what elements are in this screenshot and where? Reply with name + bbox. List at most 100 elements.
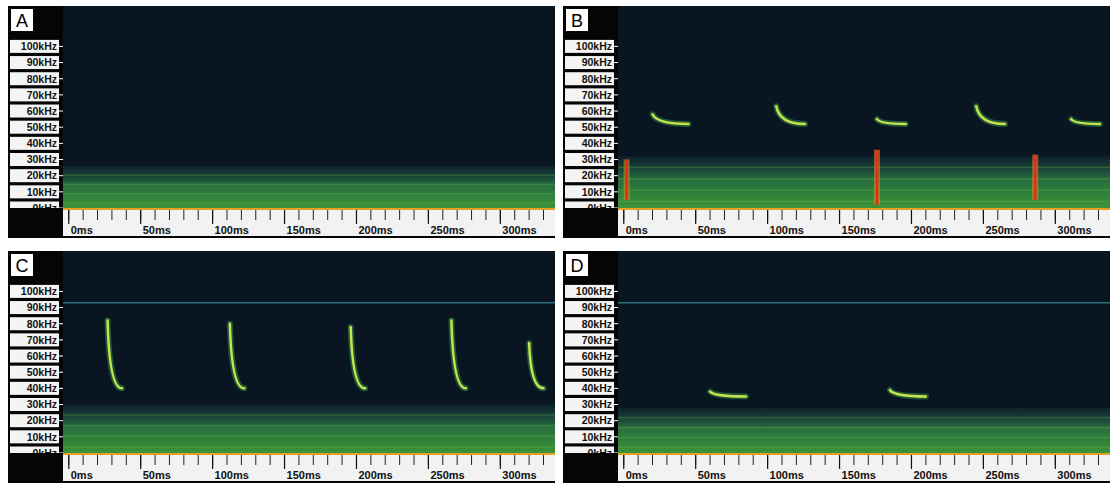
ytick-box (565, 121, 614, 134)
ytick-box (565, 40, 614, 53)
xminor-tick (97, 455, 98, 465)
xaxis-background (8, 208, 555, 238)
ytick-box (10, 333, 59, 346)
xtick (428, 210, 429, 224)
ytick-label: 70kHz (27, 334, 57, 346)
xminor-tick (652, 455, 653, 465)
xminor-tick (385, 455, 386, 465)
xaxis-strip (618, 455, 1110, 481)
xtick (767, 455, 768, 469)
ytick-box (565, 350, 614, 363)
call-glow (890, 390, 926, 396)
ytick (614, 307, 618, 308)
ytick-label: 50kHz (27, 366, 57, 378)
ytick-label: 40kHz (27, 137, 57, 149)
xtick-label: 300ms (1057, 224, 1091, 236)
xaxis-line (63, 453, 555, 455)
xminor-tick (868, 455, 869, 465)
ytick (59, 143, 63, 144)
xminor-tick (710, 455, 711, 465)
xtick-label: 250ms (985, 224, 1019, 236)
ytick-box (10, 414, 59, 427)
xtick (284, 210, 285, 224)
call (976, 106, 1005, 124)
xminor-tick (638, 210, 639, 220)
ytick (614, 404, 618, 405)
xtick-label: 200ms (913, 224, 947, 236)
xminor-tick (485, 210, 486, 220)
ytick (59, 339, 63, 340)
ytick-box (10, 169, 59, 182)
xaxis-background (563, 208, 1110, 238)
xminor-tick (471, 455, 472, 465)
call (529, 343, 543, 388)
xaxis-line (63, 208, 555, 210)
ytick-label: 60kHz (582, 350, 612, 362)
xminor-tick (868, 210, 869, 220)
xminor-tick (1098, 455, 1099, 465)
ytick-box (10, 285, 59, 298)
ytick-box (10, 317, 59, 330)
ytick-box (565, 317, 614, 330)
noise-texture (618, 201, 1110, 203)
ytick-label: 80kHz (582, 73, 612, 85)
ytick-label: 70kHz (27, 89, 57, 101)
xtick-label: 150ms (842, 224, 876, 236)
ytick (614, 339, 618, 340)
xminor-tick (543, 455, 544, 465)
xtick (983, 455, 984, 469)
xaxis-line (618, 208, 1110, 210)
xtick-label: 50ms (698, 469, 726, 481)
ytick-box (10, 301, 59, 314)
ytick-label: 100kHz (576, 40, 612, 52)
call (108, 320, 122, 388)
ytick-label: 20kHz (27, 414, 57, 426)
xminor-tick (514, 455, 515, 465)
noise-band (63, 405, 555, 453)
xminor-tick (255, 210, 256, 220)
xtick (68, 455, 69, 469)
xminor-tick (782, 210, 783, 220)
xtick-label: 150ms (842, 469, 876, 481)
call-glow (710, 392, 746, 397)
ytick-box (10, 382, 59, 395)
xminor-tick (399, 210, 400, 220)
ytick-label: 10kHz (582, 186, 612, 198)
ytick-label: 70kHz (582, 334, 612, 346)
ytick (59, 46, 63, 47)
ytick (614, 420, 618, 421)
ytick (59, 159, 63, 160)
xtick (1055, 455, 1056, 469)
noise-texture (618, 437, 1110, 439)
data-layer (618, 303, 1110, 453)
call-glow (108, 320, 122, 388)
xminor-tick (925, 455, 926, 465)
xtick (983, 210, 984, 224)
xminor-tick (183, 455, 184, 465)
ytick (614, 143, 618, 144)
xtick (500, 210, 501, 224)
xminor-tick (327, 210, 328, 220)
xtick-label: 300ms (502, 224, 536, 236)
panel-letter: C (16, 256, 29, 276)
xtick (767, 210, 768, 224)
ytick (614, 78, 618, 79)
xaxis-strip (618, 210, 1110, 236)
xminor-tick (1084, 210, 1085, 220)
xminor-tick (969, 455, 970, 465)
xminor-tick (270, 210, 271, 220)
ytick-box (565, 137, 614, 150)
xminor-tick (1040, 210, 1041, 220)
xminor-tick (399, 455, 400, 465)
xminor-tick (471, 210, 472, 220)
xtick-label: 100ms (770, 224, 804, 236)
data-layer (63, 166, 555, 208)
xminor-tick (810, 210, 811, 220)
data-layer (618, 106, 1110, 208)
xminor-tick (313, 210, 314, 220)
xminor-tick (753, 210, 754, 220)
ytick (59, 175, 63, 176)
ytick-label: 10kHz (27, 431, 57, 443)
ytick-box (565, 153, 614, 166)
ytick-label: 60kHz (27, 105, 57, 117)
